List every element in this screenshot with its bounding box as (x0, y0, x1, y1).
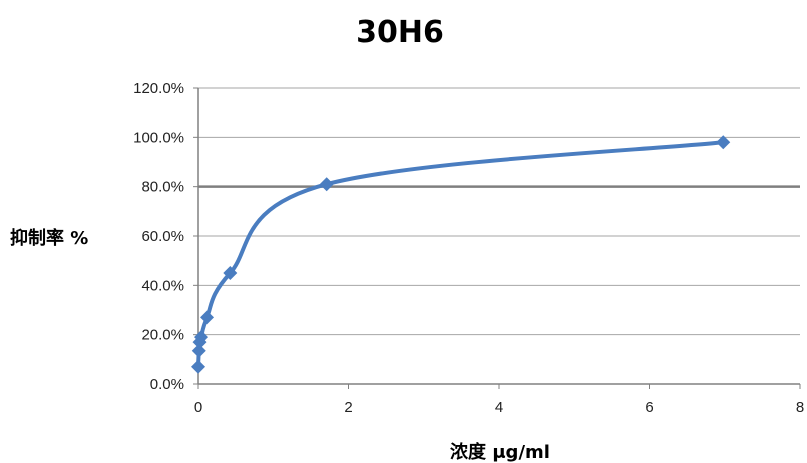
x-tick-label: 6 (645, 399, 653, 416)
chart-title: 30H6 (356, 15, 444, 50)
data-point-marker (223, 266, 238, 280)
y-tick-label: 100.0% (133, 129, 184, 146)
y-tick-label: 40.0% (141, 277, 184, 294)
data-point-marker (319, 177, 334, 192)
y-tick-label: 120.0% (133, 80, 184, 97)
x-tick-label: 8 (796, 399, 804, 416)
y-tick-label: 20.0% (141, 327, 184, 344)
x-tick-label: 2 (344, 399, 352, 416)
data-point-marker (716, 135, 731, 150)
x-tick-label: 4 (495, 399, 503, 416)
fitted-curve (196, 140, 726, 369)
y-tick-label: 80.0% (141, 179, 184, 196)
y-tick-label: 0.0% (150, 376, 184, 393)
axes (193, 87, 801, 389)
x-tick-labels: 0 2 4 6 8 (194, 399, 804, 416)
data-point-marker (191, 359, 205, 374)
data-point-marker (200, 310, 215, 325)
y-axis-label: 抑制率 % (10, 227, 88, 249)
data-point-marker (194, 330, 209, 345)
x-tick-label: 0 (194, 399, 202, 416)
y-tick-labels: 0.0% 20.0% 40.0% 60.0% 80.0% 100.0% 120.0% (133, 80, 184, 393)
y-tick-label: 60.0% (141, 228, 184, 245)
x-axis-label: 浓度 μg/ml (450, 441, 550, 463)
grid (198, 87, 800, 336)
data-points (191, 135, 731, 374)
data-point-marker (191, 343, 206, 358)
